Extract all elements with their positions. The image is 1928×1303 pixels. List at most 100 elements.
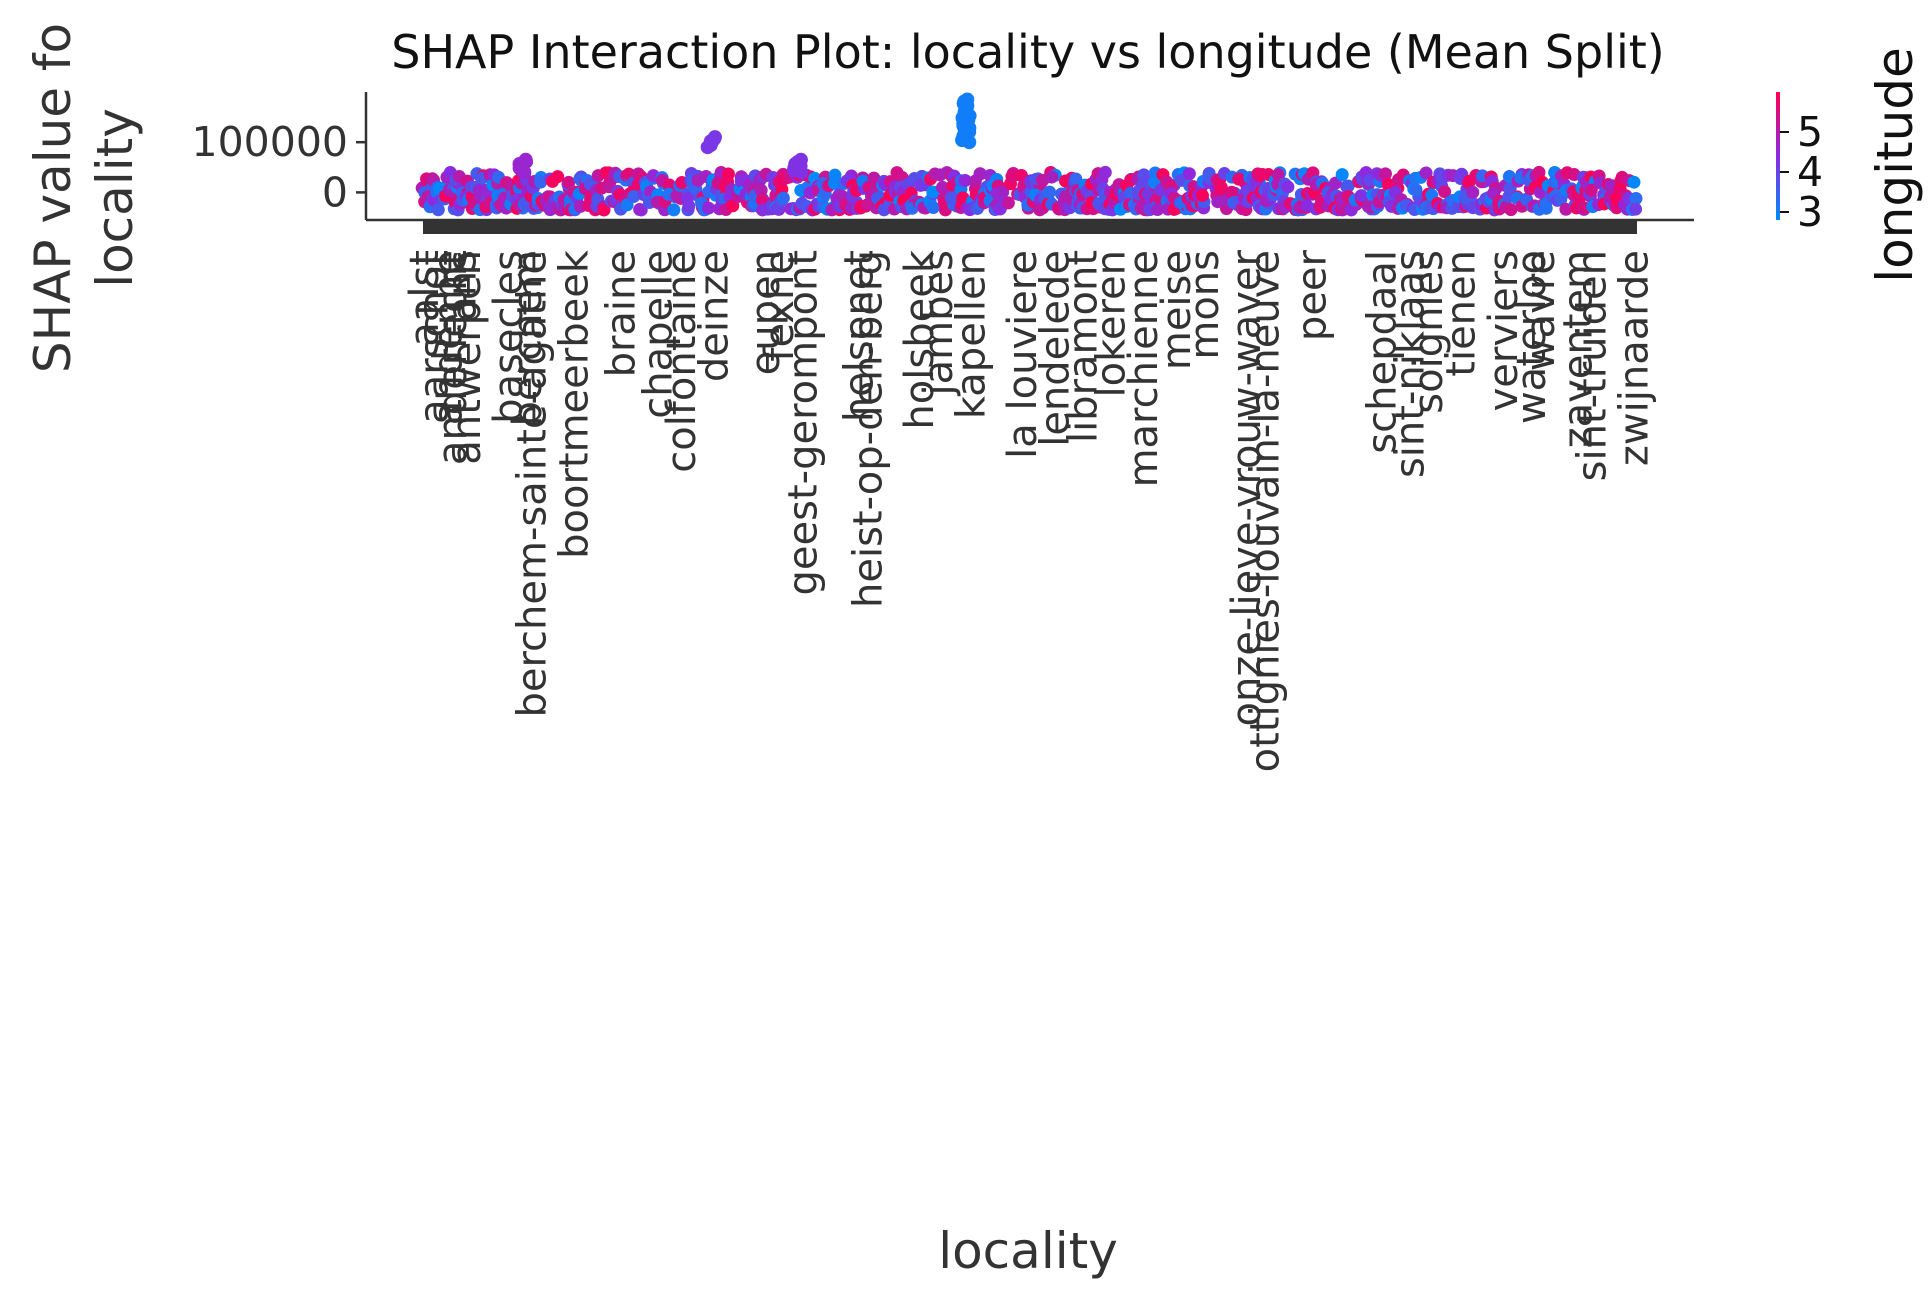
x-tick-label: deinze (692, 250, 738, 382)
x-tick-label: berchem (505, 250, 551, 426)
scatter-point (1001, 196, 1015, 210)
scatter-point (701, 201, 715, 215)
scatter-point (681, 191, 695, 205)
x-tick-label: peer (1289, 249, 1335, 341)
x-tick-label: onze-lieve-vrouw-waver (1224, 249, 1270, 726)
x-tick-label: jambes (916, 250, 962, 396)
chart-title: SHAP Interaction Plot: locality vs longi… (391, 25, 1665, 79)
x-tick-label: sint-niklaas (1387, 250, 1433, 478)
x-tick-label: anderlecht (430, 250, 476, 465)
x-tick-label: aarschot (412, 250, 458, 424)
x-tick-label: lokeren (1089, 250, 1135, 397)
scatter-point (1005, 169, 1019, 183)
scatter-point (828, 168, 842, 182)
scatter-point (670, 189, 684, 203)
x-tick-label: meise (1154, 250, 1200, 370)
scatter-point (1438, 185, 1452, 199)
colorbar (1776, 92, 1780, 220)
scatter-point (431, 203, 445, 217)
x-tick-label: ottignies-louvain-la-neuve (1243, 250, 1289, 772)
scatter-point (627, 189, 641, 203)
colorbar-tick-label: 5 (1797, 108, 1823, 156)
scatter-point (1419, 166, 1433, 180)
scatter-point (1354, 189, 1368, 203)
scatter-point (1378, 167, 1392, 181)
colorbar-label: longitude (1866, 47, 1924, 283)
colorbar-tick-label: 4 (1797, 148, 1823, 196)
scatter-point-highlight (960, 92, 975, 107)
x-tick-label: helsenet (836, 250, 882, 422)
x-tick-label: chapelle (636, 250, 682, 419)
scatter-point (926, 200, 940, 214)
x-tick-label: fexhe (757, 250, 803, 362)
scatter-point (1151, 203, 1165, 217)
x-tick-band (423, 220, 1637, 234)
x-tick-label: eupen (743, 250, 789, 375)
x-tick-label: soignies (1406, 250, 1452, 414)
scatter-point (1043, 185, 1057, 199)
scatter-point (1195, 188, 1209, 202)
x-tick-label: braine (598, 250, 644, 377)
x-tick-label: lendelede (1033, 250, 1079, 447)
x-tick-label: geest-gerompont (780, 250, 826, 595)
scatter-point (1584, 183, 1598, 197)
x-tick-label: zwijnaarde (1611, 250, 1657, 466)
scatter-point-highlight (793, 152, 808, 167)
scatter-point (1629, 191, 1643, 205)
x-tick-label: verviers (1481, 250, 1527, 411)
scatter-point (1409, 183, 1423, 197)
x-tick-label: libramont (1061, 250, 1107, 443)
x-tick-label: holsbeek (897, 249, 943, 429)
y-axis-label-line1: SHAP value fo (24, 23, 82, 373)
x-tick-label: heist-op-den-berg (846, 250, 892, 608)
scatter-point (1504, 203, 1518, 217)
scatter-point (633, 203, 647, 217)
x-tick-label: la louviere (1000, 250, 1046, 459)
scatter-point (776, 191, 790, 205)
scatter-point (926, 185, 940, 199)
x-tick-label: berchem-sainte-agathe (510, 250, 556, 718)
x-tick-label: andenne (426, 250, 472, 425)
x-tick-label: wavre (1518, 250, 1564, 371)
x-tick-label: waterloo (1509, 250, 1555, 424)
x-tick-label: schepdaal (1359, 250, 1405, 454)
x-tick-label: boortmeerbeek (552, 249, 598, 559)
scatter-point (1629, 202, 1643, 216)
scatter-point (1271, 168, 1285, 182)
scatter-point (973, 167, 987, 181)
scatter-points (415, 92, 1643, 217)
colorbar-tick-label: 3 (1797, 188, 1823, 236)
y-tick-label: 100000 (191, 118, 348, 166)
scatter-point (1335, 168, 1349, 182)
scatter-point (667, 203, 681, 217)
x-tick-label: ans (440, 250, 486, 321)
scatter-point (1069, 172, 1083, 186)
x-tick-label: sint-truiden (1569, 250, 1615, 481)
x-tick-label: tienen (1439, 250, 1485, 377)
scatter-point (1098, 165, 1112, 179)
scatter-point (1182, 167, 1196, 181)
scatter-point (1225, 185, 1239, 199)
scatter-point (1281, 180, 1295, 194)
scatter-point-highlight (707, 130, 722, 145)
colorbar-ticks: 345 (1780, 108, 1823, 236)
scatter-point (551, 170, 565, 184)
x-tick-labels: aalstaarschotanderlechtantwerpenandennea… (402, 249, 1657, 772)
y-axis-label-line2: locality (86, 108, 144, 288)
scatter-point (1045, 170, 1059, 184)
x-axis-label: locality (938, 1222, 1118, 1280)
scatter-point (1627, 175, 1641, 189)
x-tick-label: antwerpen (444, 250, 490, 465)
x-tick-label: colfontaine (659, 250, 705, 473)
scatter-point (662, 178, 676, 192)
x-tick-label: kapellen (948, 250, 994, 419)
scatter-point (562, 175, 576, 189)
x-tick-label: marchienne (1121, 250, 1167, 487)
y-tick-label: 0 (322, 168, 348, 216)
scatter-point (1466, 185, 1480, 199)
x-tick-label: mons (1182, 250, 1228, 360)
scatter-point-highlight (518, 152, 533, 167)
scatter-point (1532, 165, 1546, 179)
